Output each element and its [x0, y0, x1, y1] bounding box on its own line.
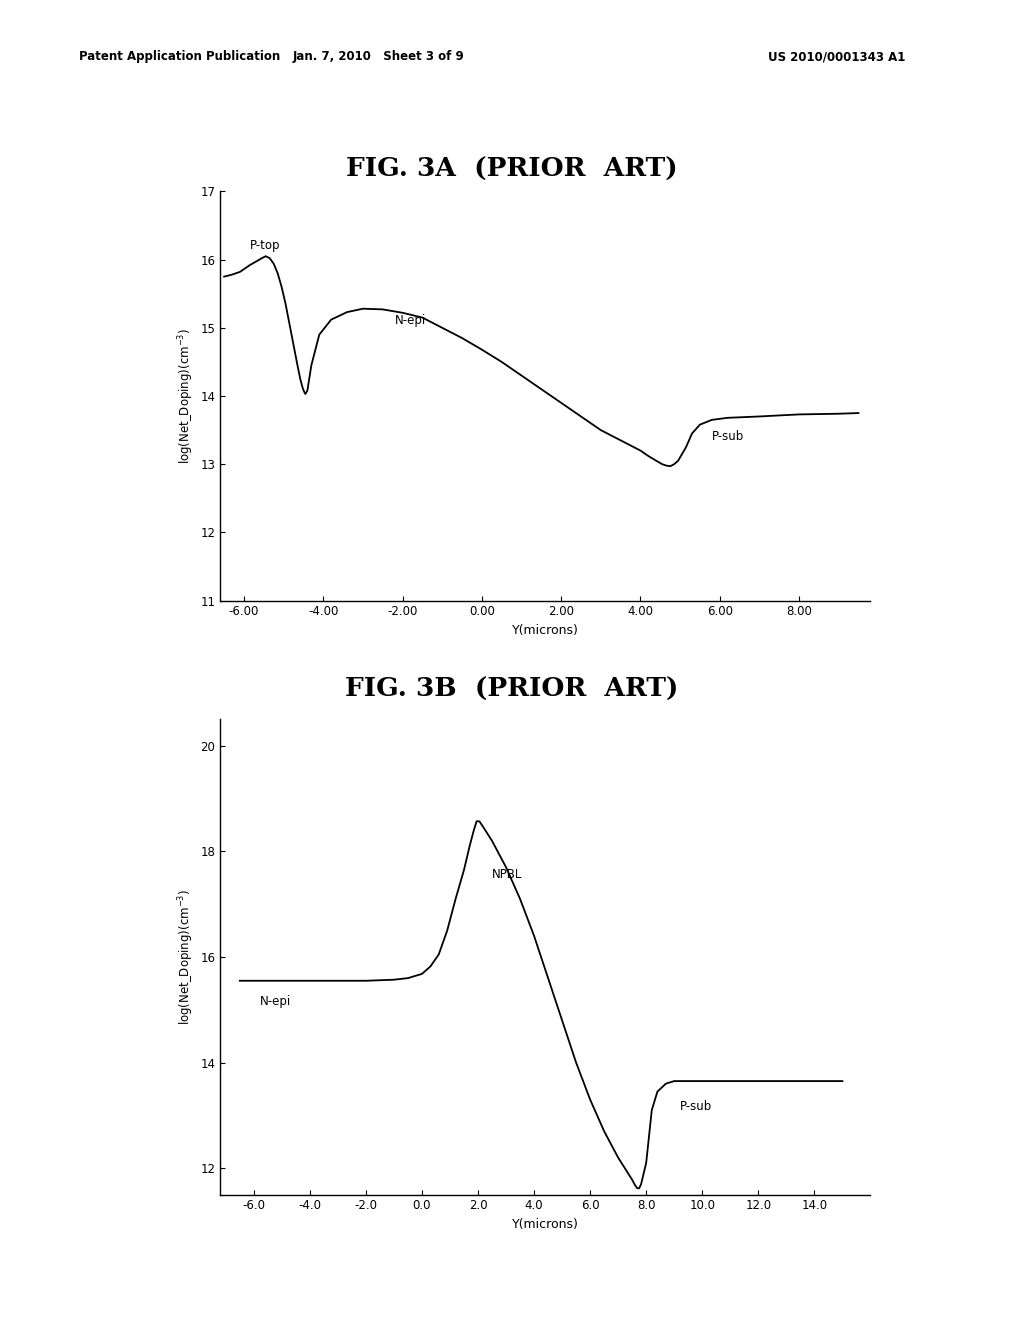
X-axis label: Y(microns): Y(microns)	[512, 624, 579, 638]
Text: Patent Application Publication: Patent Application Publication	[79, 50, 281, 63]
Text: N-epi: N-epi	[394, 314, 426, 327]
Text: FIG. 3B  (PRIOR  ART): FIG. 3B (PRIOR ART)	[345, 677, 679, 702]
Text: N-epi: N-epi	[259, 994, 291, 1007]
Text: Jan. 7, 2010   Sheet 3 of 9: Jan. 7, 2010 Sheet 3 of 9	[293, 50, 465, 63]
Y-axis label: log(Net_Doping)(cm$^{-3}$): log(Net_Doping)(cm$^{-3}$)	[176, 327, 197, 465]
Text: US 2010/0001343 A1: US 2010/0001343 A1	[768, 50, 905, 63]
Text: P-sub: P-sub	[680, 1100, 712, 1113]
Text: NPBL: NPBL	[492, 867, 522, 880]
Text: P-top: P-top	[250, 239, 281, 252]
Text: P-sub: P-sub	[712, 430, 744, 444]
Y-axis label: log(Net_Doping)(cm$^{-3}$): log(Net_Doping)(cm$^{-3}$)	[176, 888, 197, 1026]
Text: FIG. 3A  (PRIOR  ART): FIG. 3A (PRIOR ART)	[346, 157, 678, 182]
X-axis label: Y(microns): Y(microns)	[512, 1218, 579, 1232]
